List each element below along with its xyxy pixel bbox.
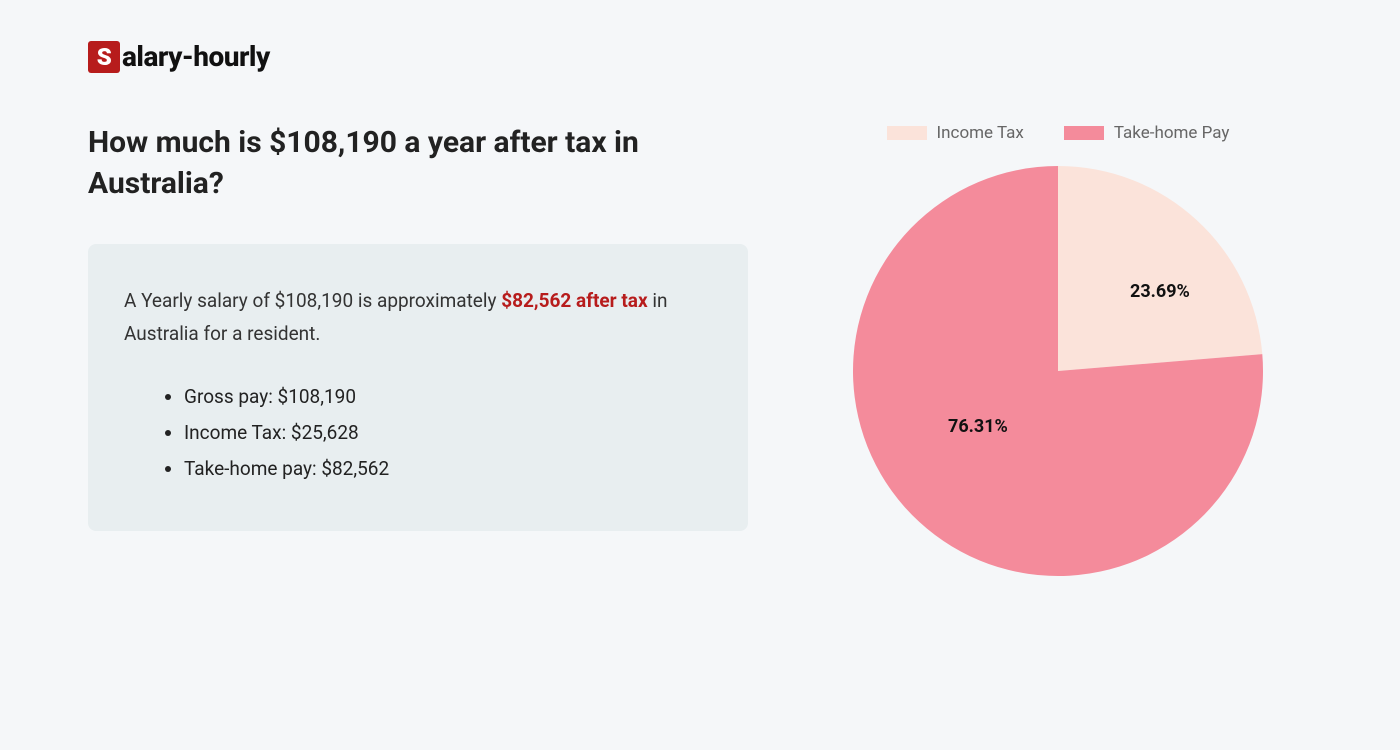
list-item: Gross pay: $108,190 bbox=[184, 379, 712, 415]
site-logo: Salary-hourly bbox=[88, 40, 1312, 73]
summary-prefix: A Yearly salary of $108,190 is approxima… bbox=[124, 289, 501, 312]
pie-chart: 23.69% 76.31% bbox=[848, 161, 1268, 581]
legend-item-take-home: Take-home Pay bbox=[1064, 123, 1230, 143]
list-item: Take-home pay: $82,562 bbox=[184, 451, 712, 487]
pie-slice-label: 76.31% bbox=[948, 416, 1008, 437]
pie-slice-label: 23.69% bbox=[1130, 281, 1190, 302]
logo-icon: S bbox=[88, 41, 120, 73]
legend-item-income-tax: Income Tax bbox=[887, 123, 1024, 143]
pie-svg bbox=[848, 161, 1268, 581]
summary-list: Gross pay: $108,190 Income Tax: $25,628 … bbox=[124, 379, 712, 487]
summary-text: A Yearly salary of $108,190 is approxima… bbox=[124, 284, 712, 351]
summary-box: A Yearly salary of $108,190 is approxima… bbox=[88, 244, 748, 531]
legend-swatch bbox=[887, 126, 927, 140]
logo-text: alary-hourly bbox=[122, 40, 270, 73]
legend-label: Income Tax bbox=[937, 123, 1024, 143]
legend-label: Take-home Pay bbox=[1114, 123, 1230, 143]
chart-legend: Income Tax Take-home Pay bbox=[887, 123, 1230, 143]
summary-highlight: $82,562 after tax bbox=[501, 289, 647, 312]
legend-swatch bbox=[1064, 126, 1104, 140]
list-item: Income Tax: $25,628 bbox=[184, 415, 712, 451]
page-title: How much is $108,190 a year after tax in… bbox=[88, 123, 748, 204]
